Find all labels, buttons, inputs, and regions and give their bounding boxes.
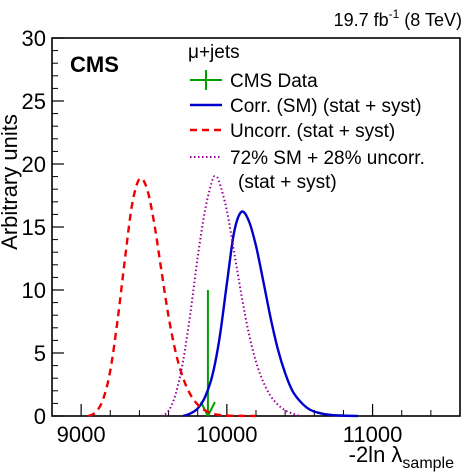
x-tick-label: 10000 <box>196 422 257 447</box>
luminosity-exponent: -1 <box>389 7 400 21</box>
x-axis-title-subscript: sample <box>402 455 454 472</box>
data-marker-arrow-right <box>207 401 216 417</box>
y-tick-label: 25 <box>22 89 46 114</box>
series-curve-3 <box>160 175 301 417</box>
series-curves <box>87 175 359 418</box>
legend-label-3: 72% SM + 28% uncorr. <box>230 148 425 169</box>
legend: μ+jets CMS Data Corr. (SM) (stat + syst) Un… <box>188 42 425 193</box>
legend-header: μ+jets <box>188 42 240 63</box>
y-tick-label: 10 <box>22 278 46 303</box>
axis-ticks: 0 5 10 15 20 25 30 9000 10000 11000 <box>22 26 461 447</box>
y-tick-label: 0 <box>34 404 46 429</box>
y-tick-label: 5 <box>34 341 46 366</box>
legend-label-3-line2: (stat + syst) <box>238 172 337 193</box>
legend-label-1: Corr. (SM) (stat + syst) <box>230 96 422 117</box>
x-axis-title: -2ln λsample <box>349 442 454 472</box>
y-tick-label: 20 <box>22 152 46 177</box>
luminosity-suffix: (8 TeV) <box>399 10 462 30</box>
y-tick-label: 15 <box>22 215 46 240</box>
x-tick-label: 11000 <box>343 422 403 447</box>
series-curve-1 <box>182 210 359 418</box>
y-tick-label: 30 <box>22 26 46 51</box>
y-axis-title: Arbitrary units <box>0 114 22 250</box>
legend-label-2: Uncorr. (stat + syst) <box>230 121 395 142</box>
luminosity-label: 19.7 fb-1 (8 TeV) <box>334 7 462 30</box>
series-curve-2 <box>87 177 257 418</box>
legend-label-0: CMS Data <box>230 71 318 92</box>
cms-label: CMS <box>70 52 119 77</box>
x-tick-label: 9000 <box>57 422 106 447</box>
